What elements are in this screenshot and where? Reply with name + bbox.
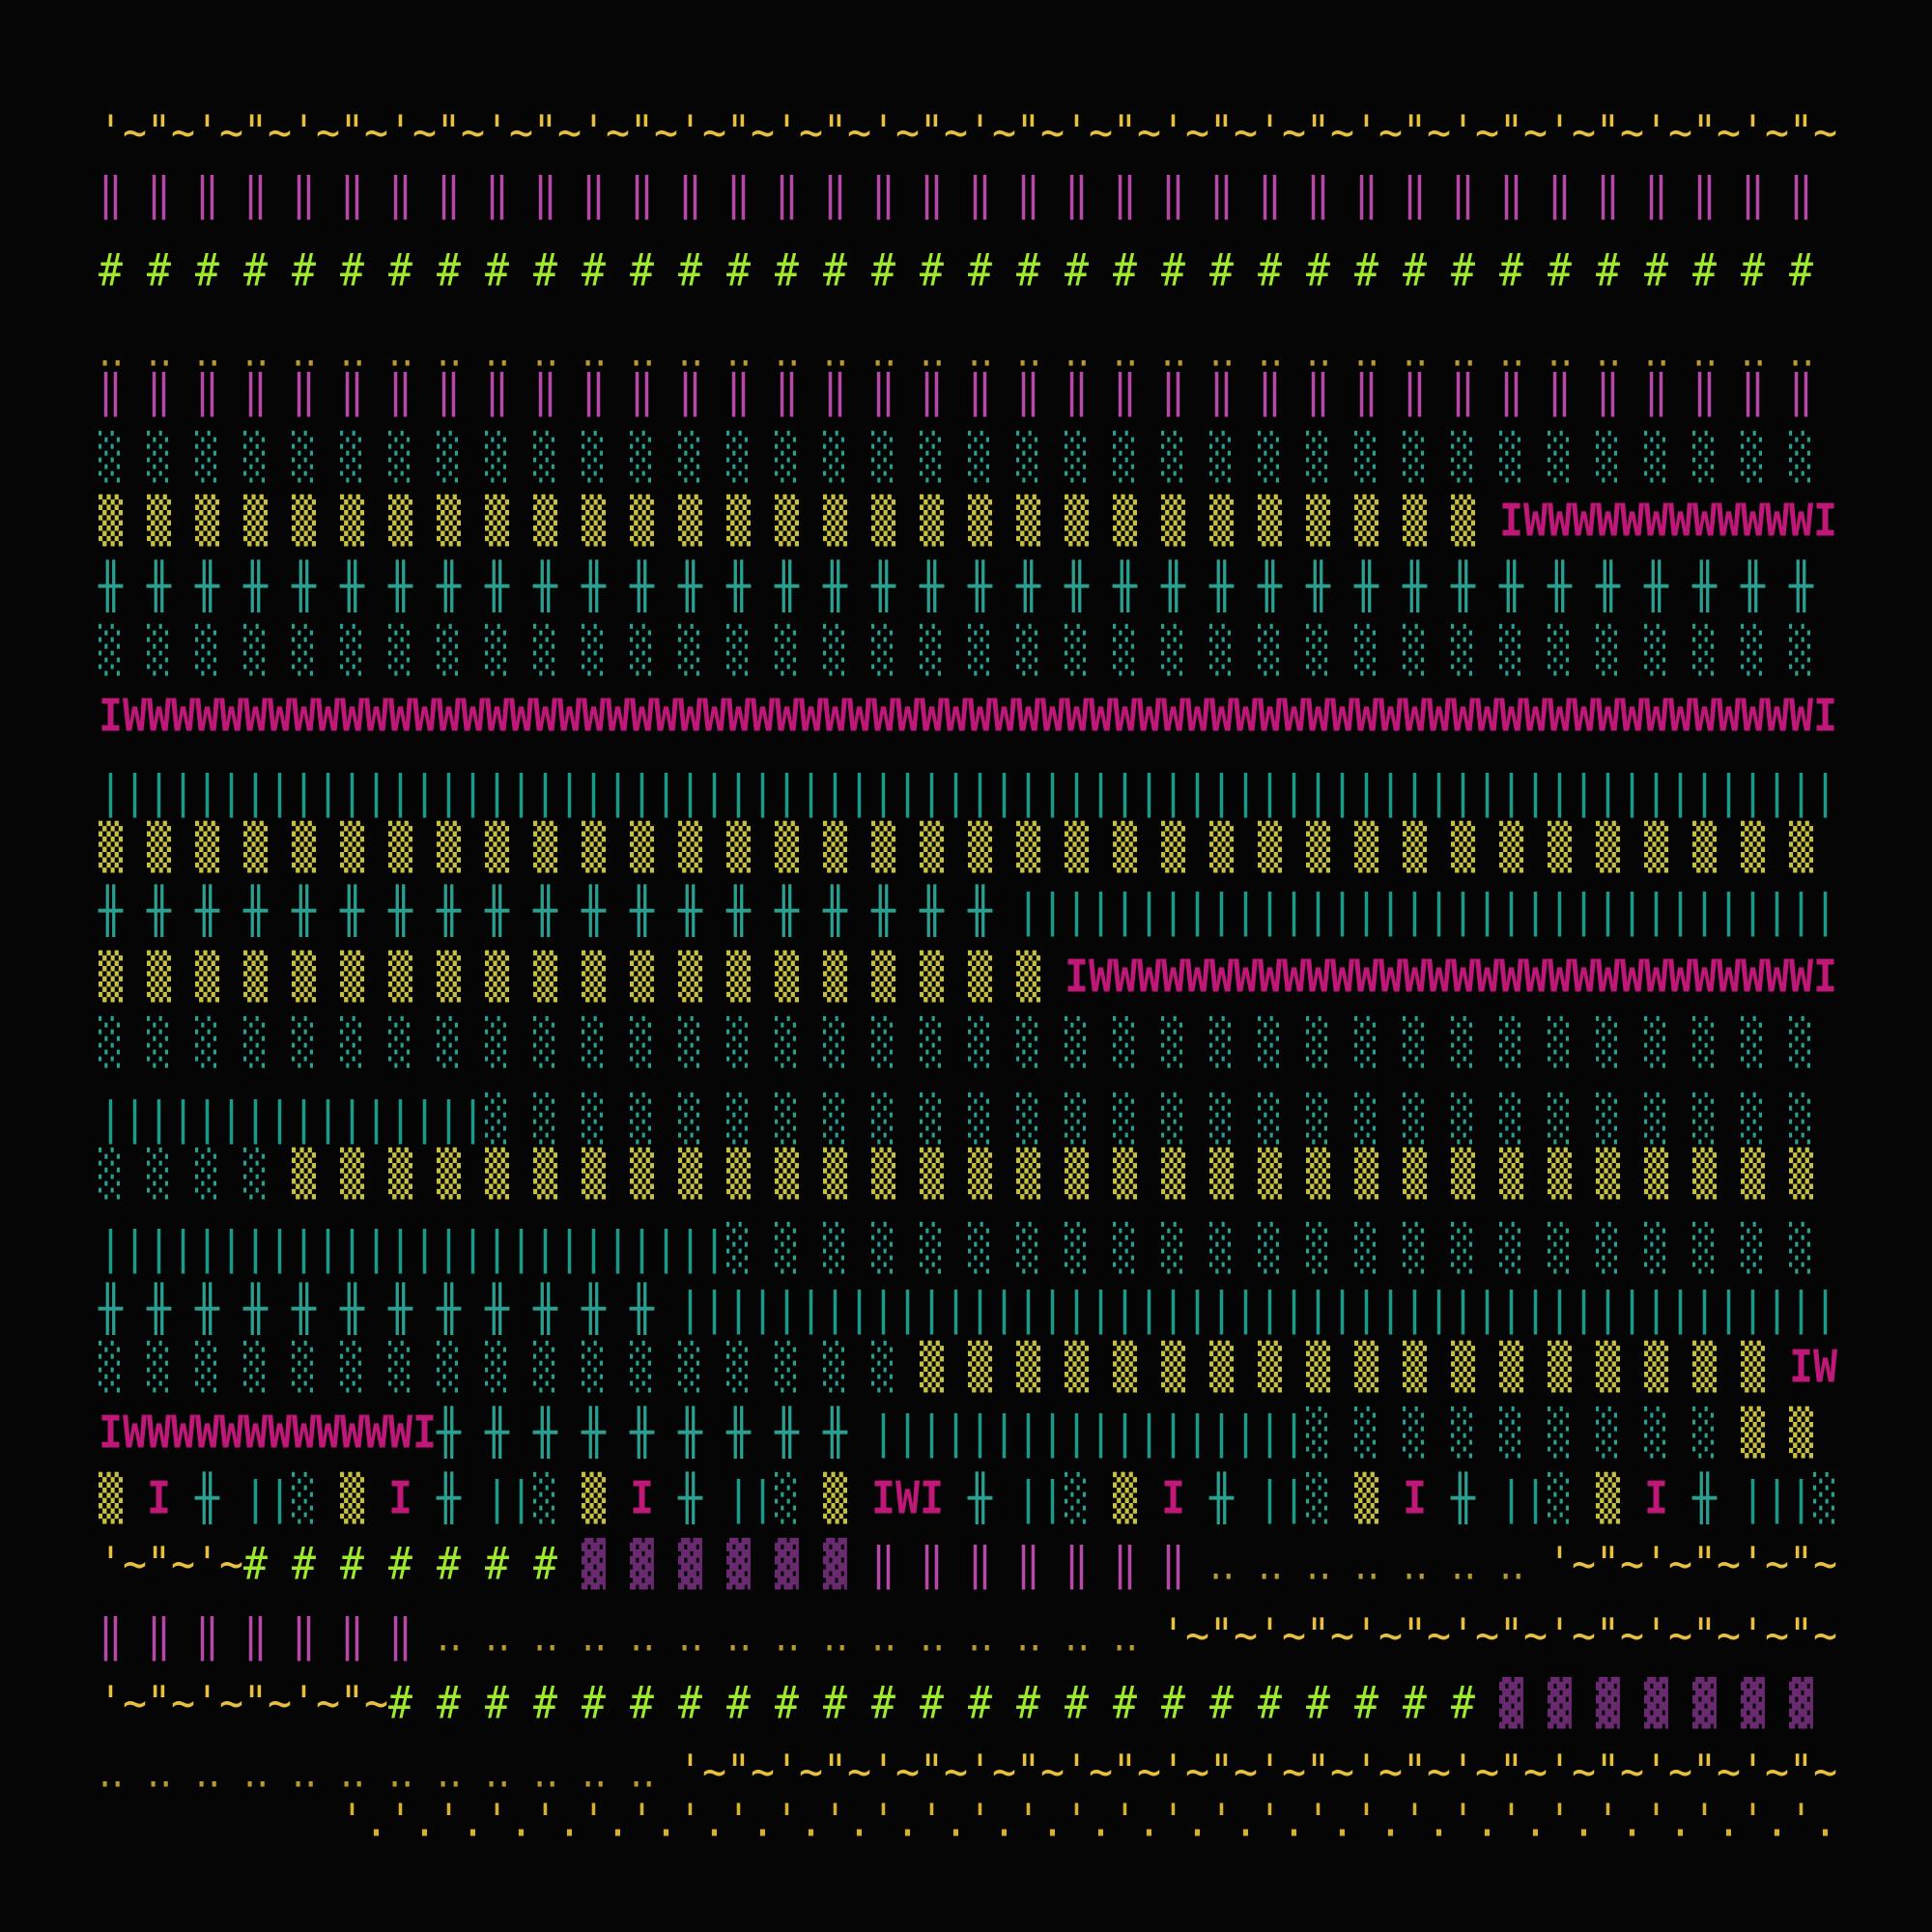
glyph-run: ▒ ▒ ▒ ▒ ▒ ▒ ▒ ▒ ▒ ▒ ▒ ▒ ▒ ▒ ▒ ▒ ▒ ▒ ▒ ▒ bbox=[99, 951, 1065, 1004]
glyph-run: ░ bbox=[533, 1472, 582, 1525]
glyph-run: '~"~'~"~'~"~ bbox=[99, 1677, 388, 1729]
glyph-run: ░ ░ ░ ░ ░ ░ ░ ░ ░ ░ ░ ░ ░ ░ ░ ░ ░ ░ ░ ░ … bbox=[99, 624, 1837, 677]
glyph-run: |||||||||||||||||||||||||||||||||| bbox=[1016, 885, 1837, 938]
glyph-run: ░ bbox=[1306, 1472, 1354, 1525]
glyph-run: ▒ bbox=[1354, 1472, 1403, 1525]
glyph-run: ░ ░ ░ ░ ░ ░ ░ ░ ░ ░ ░ ░ ░ ░ ░ ░ ░ ░ ░ ░ … bbox=[485, 1093, 1837, 1146]
glyph-run: ░ ░ ░ ░ ░ ░ ░ ░ ░ bbox=[1306, 1406, 1741, 1460]
glyph-run: || bbox=[726, 1472, 775, 1525]
glyph-run: ╫ bbox=[194, 1471, 243, 1525]
glyph-run: IWWWWWWWWWWWWI bbox=[99, 1406, 437, 1459]
glyph-run: # # # # # # # # # # # # # # # # # # # # … bbox=[99, 244, 1837, 297]
glyph-run: ╫ bbox=[1450, 1471, 1499, 1525]
glyph-run: '~"~'~"~'~"~ bbox=[1548, 1538, 1837, 1590]
glyph-run: ▒ bbox=[1113, 1472, 1161, 1525]
glyph-run: # # # # # # # # # # # # # # # # # # # # … bbox=[388, 1677, 1499, 1729]
glyph-run: ▓ ▓ ▓ ▓ ▓ ▓ bbox=[582, 1538, 871, 1591]
glyph-run: |||||||||||||||||||||||||| bbox=[99, 1222, 726, 1275]
glyph-run: ░ ░ ░ ░ ░ ░ ░ ░ ░ ░ ░ ░ ░ ░ ░ ░ ░ ░ ░ ░ … bbox=[99, 431, 1837, 484]
glyph-run: ▒ ▒ bbox=[1741, 1406, 1837, 1460]
glyph-run: IWI bbox=[871, 1472, 968, 1524]
glyph-run: ‥ ‥ ‥ ‥ ‥ ‥ ‥ bbox=[1209, 1538, 1548, 1590]
glyph-run: ▒ bbox=[823, 1472, 871, 1525]
glyph-run: ▒ ▒ ▒ ▒ ▒ ▒ ▒ ▒ ▒ ▒ ▒ ▒ ▒ ▒ ▒ ▒ ▒ ▒ bbox=[920, 1341, 1789, 1394]
glyph-run: ‖ ‖ ‖ ‖ ‖ ‖ ‖ ‖ ‖ ‖ ‖ ‖ ‖ ‖ ‖ ‖ ‖ ‖ ‖ ‖ … bbox=[99, 168, 1837, 221]
glyph-run: |||||||||||||||| bbox=[99, 1093, 485, 1146]
glyph-run: I bbox=[388, 1472, 437, 1524]
glyph-run: |||||||||||||||||| bbox=[871, 1406, 1306, 1460]
glyph-run: ░ bbox=[1813, 1472, 1837, 1525]
glyph-run: ╫ bbox=[967, 1471, 1016, 1525]
glyph-run: || bbox=[485, 1472, 533, 1525]
glyph-run: ▒ ▒ ▒ ▒ ▒ ▒ ▒ ▒ ▒ ▒ ▒ ▒ ▒ ▒ ▒ ▒ ▒ ▒ ▒ ▒ … bbox=[292, 1148, 1837, 1201]
glyph-run: ░ bbox=[1548, 1472, 1596, 1525]
glyph-run: ▒ ▒ ▒ ▒ ▒ ▒ ▒ ▒ ▒ ▒ ▒ ▒ ▒ ▒ ▒ ▒ ▒ ▒ ▒ ▒ … bbox=[99, 821, 1837, 874]
glyph-run: || bbox=[1016, 1472, 1065, 1525]
glyph-run: ▒ bbox=[340, 1472, 388, 1525]
glyph-run: ‖ ‖ ‖ ‖ ‖ ‖ ‖ bbox=[99, 1609, 437, 1662]
glyph-run: IWWWWWWWWWWWWWWWWWWWWWWWWWWWWWWWWWWWWWWW… bbox=[99, 690, 1837, 742]
glyph-run: ‖ ‖ ‖ ‖ ‖ ‖ ‖ ‖ ‖ ‖ ‖ ‖ ‖ ‖ ‖ ‖ ‖ ‖ ‖ ‖ … bbox=[99, 365, 1837, 418]
glyph-run: # # # # # # # bbox=[243, 1538, 582, 1590]
glyph-run: ╫ bbox=[1208, 1471, 1258, 1525]
glyph-run: ‖ ‖ ‖ ‖ ‖ ‖ ‖ bbox=[871, 1538, 1209, 1591]
glyph-run: ╫ ╫ ╫ ╫ ╫ ╫ ╫ ╫ ╫ ╫ ╫ ╫ ╫ ╫ ╫ ╫ ╫ ╫ ╫ bbox=[98, 884, 1016, 938]
glyph-run: ░ ░ ░ ░ ░ ░ ░ ░ ░ ░ ░ ░ ░ ░ ░ ░ ░ bbox=[99, 1341, 920, 1394]
glyph-run: ||||||||||||||||||||||||||||||||||||||||… bbox=[678, 1283, 1837, 1336]
glyph-run: ░ bbox=[1065, 1472, 1113, 1525]
glyph-run: ▓ ▓ ▓ ▓ ▓ ▓ ▓ bbox=[1499, 1677, 1837, 1730]
glyph-run: '.'.'.'.'.'.'.'.'.'.'.'.'.'.'.'.'.'.'.'.… bbox=[340, 1795, 1837, 1847]
glyph-run: I bbox=[630, 1472, 678, 1524]
glyph-run: I bbox=[1644, 1472, 1692, 1524]
glyph-run: ▒ ▒ ▒ ▒ ▒ ▒ ▒ ▒ ▒ ▒ ▒ ▒ ▒ ▒ ▒ ▒ ▒ ▒ ▒ ▒ … bbox=[99, 495, 1499, 548]
glyph-run: '~"~'~"~'~"~'~"~'~"~'~"~'~"~'~"~'~"~'~"~… bbox=[678, 1746, 1837, 1798]
glyph-run: ╫ bbox=[436, 1471, 485, 1525]
glyph-run: I bbox=[1161, 1472, 1209, 1524]
glyph-run: ‥ ‥ ‥ ‥ ‥ ‥ ‥ ‥ ‥ ‥ ‥ ‥ ‥ ‥ ‥ bbox=[437, 1609, 1161, 1662]
glyph-run: '~"~'~ bbox=[99, 1538, 243, 1590]
glyph-run: ░ bbox=[292, 1472, 340, 1525]
glyph-run: ╫ bbox=[1691, 1471, 1741, 1525]
glyph-run: I bbox=[1403, 1472, 1451, 1524]
glyph-run: ||| bbox=[1741, 1472, 1813, 1525]
glyph-run: '~"~'~"~'~"~'~"~'~"~'~"~'~"~'~"~'~"~'~"~… bbox=[99, 106, 1837, 158]
glyph-run: ||||||||||||||||||||||||||||||||||||||||… bbox=[99, 766, 1837, 819]
glyph-run: || bbox=[1258, 1472, 1306, 1525]
glyph-run: ‥ ‥ ‥ ‥ ‥ ‥ ‥ ‥ ‥ ‥ ‥ ‥ ‥ ‥ ‥ ‥ ‥ ‥ ‥ ‥ … bbox=[99, 325, 1837, 377]
glyph-run: || bbox=[243, 1472, 292, 1525]
glyph-run: ░ bbox=[775, 1472, 823, 1525]
glyph-run: ░ ░ ░ ░ ░ ░ ░ ░ ░ ░ ░ ░ ░ ░ ░ ░ ░ ░ ░ ░ … bbox=[99, 1016, 1837, 1069]
glyph-run: ╫ ╫ ╫ ╫ ╫ ╫ ╫ ╫ ╫ ╫ ╫ ╫ ╫ ╫ ╫ ╫ ╫ ╫ ╫ ╫ … bbox=[98, 559, 1837, 613]
glyph-run: IW bbox=[1789, 1341, 1837, 1393]
glyph-run: ╫ bbox=[677, 1471, 726, 1525]
glyph-run: ▒ bbox=[1596, 1472, 1644, 1525]
glyph-run: IWWWWWWWWWWWWWWWWWWWWWWWWWWWWWWI bbox=[1065, 951, 1837, 1003]
glyph-run: ╫ ╫ ╫ ╫ ╫ ╫ ╫ ╫ ╫ bbox=[436, 1406, 871, 1460]
glyph-run: || bbox=[1499, 1472, 1548, 1525]
glyph-run: ▒ bbox=[582, 1472, 630, 1525]
glyph-run: ░ ░ ░ ░ ░ ░ ░ ░ ░ ░ ░ ░ ░ ░ ░ ░ ░ ░ ░ ░ … bbox=[726, 1222, 1837, 1275]
glyph-run: ░ ░ ░ ░ bbox=[99, 1148, 292, 1201]
glyph-run: ╫ ╫ ╫ ╫ ╫ ╫ ╫ ╫ ╫ ╫ ╫ ╫ bbox=[98, 1282, 678, 1336]
glyph-run: '~"~'~"~'~"~'~"~'~"~'~"~'~"~ bbox=[1161, 1609, 1837, 1662]
glyph-run: ‥ ‥ ‥ ‥ ‥ ‥ ‥ ‥ ‥ ‥ ‥ ‥ bbox=[99, 1746, 678, 1798]
glyph-run: ▒ bbox=[99, 1472, 147, 1525]
glyph-run: IWWWWWWWWWWWWI bbox=[1499, 495, 1837, 547]
glyph-run: I bbox=[147, 1472, 195, 1524]
